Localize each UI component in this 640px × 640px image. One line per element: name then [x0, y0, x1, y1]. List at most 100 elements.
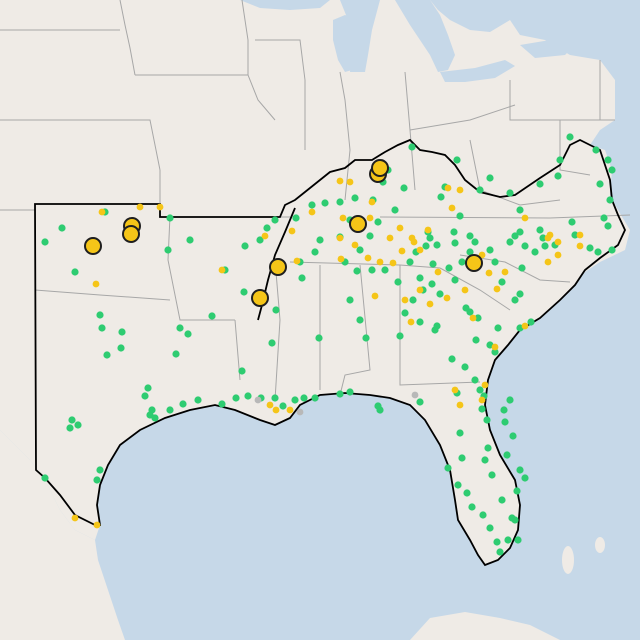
yellow-marker[interactable] — [501, 268, 509, 276]
green-marker[interactable] — [68, 416, 76, 424]
yellow-marker[interactable] — [71, 514, 79, 522]
green-marker[interactable] — [484, 444, 492, 452]
green-marker[interactable] — [374, 218, 382, 226]
green-marker[interactable] — [596, 180, 604, 188]
yellow-marker[interactable] — [339, 214, 347, 222]
yellow-marker[interactable] — [424, 226, 432, 234]
green-marker[interactable] — [453, 156, 461, 164]
yellow-marker[interactable] — [544, 234, 552, 242]
green-marker[interactable] — [356, 316, 364, 324]
green-marker[interactable] — [401, 309, 409, 317]
green-marker[interactable] — [486, 174, 494, 182]
green-marker[interactable] — [272, 306, 280, 314]
large-yellow-marker[interactable] — [84, 237, 102, 255]
green-marker[interactable] — [311, 394, 319, 402]
green-marker[interactable] — [450, 228, 458, 236]
green-marker[interactable] — [451, 239, 459, 247]
green-marker[interactable] — [416, 398, 424, 406]
green-marker[interactable] — [391, 206, 399, 214]
green-marker[interactable] — [41, 474, 49, 482]
yellow-marker[interactable] — [401, 296, 409, 304]
green-marker[interactable] — [194, 396, 202, 404]
green-marker[interactable] — [556, 156, 564, 164]
green-marker[interactable] — [351, 194, 359, 202]
green-marker[interactable] — [300, 394, 308, 402]
green-marker[interactable] — [608, 166, 616, 174]
yellow-marker[interactable] — [554, 238, 562, 246]
green-marker[interactable] — [454, 481, 462, 489]
green-marker[interactable] — [451, 276, 459, 284]
green-marker[interactable] — [498, 496, 506, 504]
green-marker[interactable] — [518, 264, 526, 272]
yellow-marker[interactable] — [293, 257, 301, 265]
green-marker[interactable] — [536, 226, 544, 234]
green-marker[interactable] — [376, 406, 384, 414]
large-yellow-marker[interactable] — [465, 254, 483, 272]
green-marker[interactable] — [184, 330, 192, 338]
yellow-marker[interactable] — [371, 292, 379, 300]
yellow-marker[interactable] — [386, 234, 394, 242]
green-marker[interactable] — [471, 238, 479, 246]
yellow-marker[interactable] — [272, 406, 280, 414]
green-marker[interactable] — [298, 274, 306, 282]
green-marker[interactable] — [416, 318, 424, 326]
green-marker[interactable] — [240, 288, 248, 296]
green-marker[interactable] — [486, 524, 494, 532]
green-marker[interactable] — [506, 238, 514, 246]
yellow-marker[interactable] — [396, 224, 404, 232]
green-marker[interactable] — [315, 334, 323, 342]
green-marker[interactable] — [474, 314, 482, 322]
yellow-marker[interactable] — [376, 258, 384, 266]
green-marker[interactable] — [571, 231, 579, 239]
green-marker[interactable] — [527, 318, 535, 326]
green-marker[interactable] — [521, 242, 529, 250]
green-marker[interactable] — [500, 406, 508, 414]
green-marker[interactable] — [461, 363, 469, 371]
green-marker[interactable] — [166, 214, 174, 222]
green-marker[interactable] — [271, 394, 279, 402]
yellow-marker[interactable] — [521, 214, 529, 222]
green-marker[interactable] — [606, 196, 614, 204]
green-marker[interactable] — [311, 248, 319, 256]
green-marker[interactable] — [271, 216, 279, 224]
green-marker[interactable] — [479, 511, 487, 519]
green-marker[interactable] — [436, 290, 444, 298]
green-marker[interactable] — [511, 232, 519, 240]
yellow-marker[interactable] — [398, 247, 406, 255]
green-marker[interactable] — [96, 466, 104, 474]
yellow-marker[interactable] — [576, 231, 584, 239]
yellow-marker[interactable] — [364, 254, 372, 262]
yellow-marker[interactable] — [461, 286, 469, 294]
green-marker[interactable] — [400, 184, 408, 192]
green-marker[interactable] — [516, 466, 524, 474]
green-marker[interactable] — [486, 246, 494, 254]
green-marker[interactable] — [336, 390, 344, 398]
green-marker[interactable] — [516, 290, 524, 298]
yellow-marker[interactable] — [346, 178, 354, 186]
green-marker[interactable] — [444, 464, 452, 472]
green-marker[interactable] — [166, 406, 174, 414]
yellow-marker[interactable] — [434, 268, 442, 276]
green-marker[interactable] — [463, 489, 471, 497]
yellow-marker[interactable] — [485, 269, 493, 277]
yellow-marker[interactable] — [288, 227, 296, 235]
green-marker[interactable] — [476, 386, 484, 394]
green-marker[interactable] — [74, 421, 82, 429]
green-marker[interactable] — [408, 143, 416, 151]
green-marker[interactable] — [458, 454, 466, 462]
green-marker[interactable] — [511, 296, 519, 304]
large-yellow-marker[interactable] — [349, 215, 367, 233]
large-yellow-marker[interactable] — [122, 225, 140, 243]
green-marker[interactable] — [554, 172, 562, 180]
green-marker[interactable] — [496, 548, 504, 556]
green-marker[interactable] — [429, 260, 437, 268]
green-marker[interactable] — [428, 280, 436, 288]
yellow-marker[interactable] — [576, 242, 584, 250]
green-marker[interactable] — [422, 242, 430, 250]
yellow-marker[interactable] — [156, 203, 164, 211]
green-marker[interactable] — [366, 232, 374, 240]
yellow-marker[interactable] — [98, 208, 106, 216]
yellow-marker[interactable] — [481, 381, 489, 389]
green-marker[interactable] — [316, 236, 324, 244]
